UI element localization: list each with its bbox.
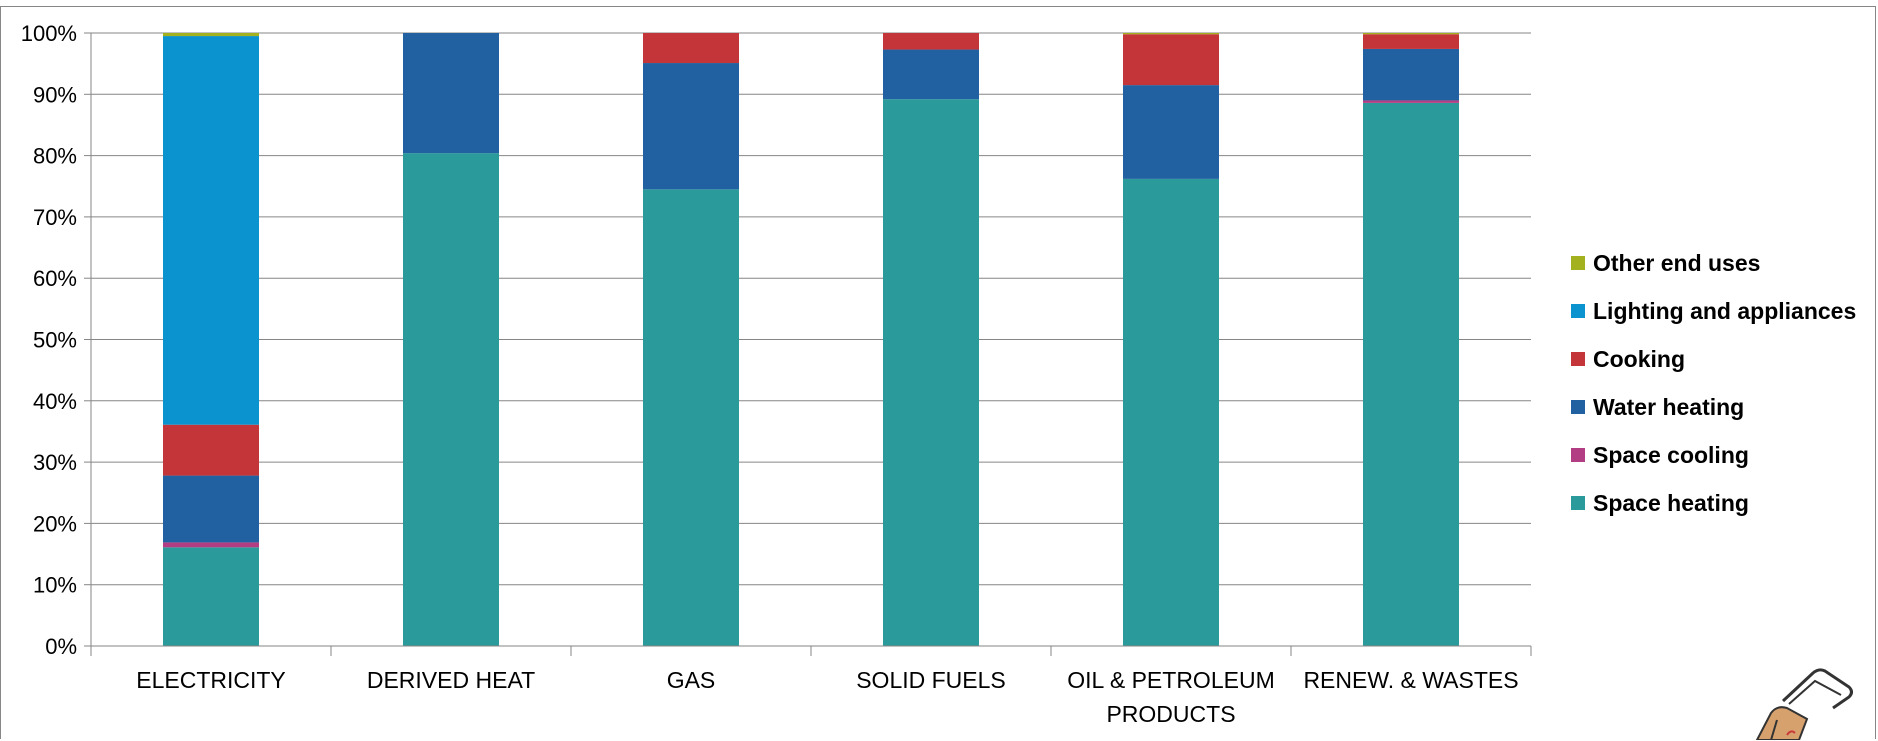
x-tick-label: RENEW. & WASTES <box>1303 667 1518 693</box>
legend-swatch <box>1571 256 1585 270</box>
legend-label: Space cooling <box>1593 442 1749 468</box>
y-tick-label: 20% <box>33 511 77 536</box>
y-tick-label: 50% <box>33 328 77 353</box>
bar-segment-space-heating <box>1363 102 1459 646</box>
legend-label: Other end uses <box>1593 250 1760 276</box>
legend-label: Space heating <box>1593 490 1749 516</box>
bar-segment-other-end-uses <box>1363 33 1459 35</box>
bars <box>163 33 1459 647</box>
bar-segment-cooking <box>643 33 739 64</box>
legend-swatch <box>1571 352 1585 366</box>
bar-segment-space-heating <box>403 153 499 646</box>
y-tick-label: 100% <box>21 21 77 46</box>
y-tick-label: 40% <box>33 389 77 414</box>
bar-segment-lighting-and-appliances <box>163 36 259 425</box>
y-tick-label: 70% <box>33 205 77 230</box>
bar-segment-space-heating <box>643 189 739 646</box>
x-tick-label: ELECTRICITY <box>136 667 286 693</box>
y-tick-label: 0% <box>45 634 77 659</box>
chart-frame: 0% 10% 20% 30% 40% 50% 60% 70% 80% 90% 100% ELECTRI… <box>0 6 1876 740</box>
bar-segment-space-heating <box>163 547 259 646</box>
x-tick-label: OIL & PETROLEUM <box>1067 667 1274 693</box>
bar-segment-water-heating <box>1123 85 1219 179</box>
hand-truck-icon <box>1755 668 1853 740</box>
axes: 0% 10% 20% 30% 40% 50% 60% 70% 80% 90% 100% ELECTRI… <box>21 21 1532 727</box>
gridlines <box>91 32 1531 586</box>
bar-segment-space-cooling <box>1363 100 1459 103</box>
x-tick-label: PRODUCTS <box>1106 701 1235 727</box>
x-tick-label: SOLID FUELS <box>856 667 1006 693</box>
bar-segment-space-heating <box>1123 178 1219 647</box>
bar-segment-water-heating <box>643 63 739 190</box>
bar-segment-cooking <box>1123 34 1219 86</box>
legend: Other end uses Lighting and appliances Coo… <box>1571 250 1856 516</box>
bar-segment-cooking <box>1363 34 1459 49</box>
bar-segment-water-heating <box>1363 48 1459 101</box>
legend-swatch <box>1571 400 1585 414</box>
y-tick-label: 90% <box>33 82 77 107</box>
bar-segment-water-heating <box>163 475 259 543</box>
y-tick-label: 80% <box>33 144 77 169</box>
bar-segment-other-end-uses <box>163 33 259 37</box>
x-tick-label: GAS <box>667 667 716 693</box>
y-tick-label: 10% <box>33 573 77 598</box>
bar-segment-space-cooling <box>163 542 259 548</box>
bar-segment-water-heating <box>883 49 979 100</box>
legend-swatch <box>1571 496 1585 510</box>
bar-segment-cooking <box>163 424 259 476</box>
bar-segment-space-heating <box>883 99 979 647</box>
y-tick-label: 60% <box>33 266 77 291</box>
stacked-bar-chart: 0% 10% 20% 30% 40% 50% 60% 70% 80% 90% 100% ELECTRI… <box>21 21 1856 740</box>
y-tick-label: 30% <box>33 450 77 475</box>
bar-segment-cooking <box>883 33 979 50</box>
legend-label: Lighting and appliances <box>1593 298 1856 324</box>
legend-label: Cooking <box>1593 346 1685 372</box>
bar-segment-water-heating <box>403 33 499 154</box>
legend-label: Water heating <box>1593 394 1744 420</box>
legend-swatch <box>1571 304 1585 318</box>
legend-swatch <box>1571 448 1585 462</box>
bar-segment-other-end-uses <box>1123 33 1219 35</box>
x-tick-label: DERIVED HEAT <box>367 667 535 693</box>
